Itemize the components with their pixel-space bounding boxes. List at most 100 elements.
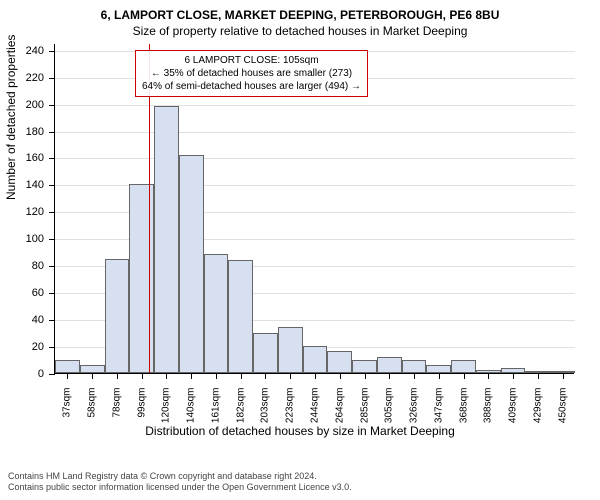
y-tick <box>49 239 55 240</box>
y-axis-label: Number of detached properties <box>4 35 18 200</box>
y-tick <box>49 374 55 375</box>
histogram-bar <box>278 327 303 373</box>
y-tick <box>49 185 55 186</box>
annotation-line: 64% of semi-detached houses are larger (… <box>142 80 361 93</box>
y-tick <box>49 78 55 79</box>
y-tick-label: 180 <box>4 126 44 138</box>
footnote-line: Contains HM Land Registry data © Crown c… <box>8 471 352 483</box>
x-tick <box>315 373 316 379</box>
x-tick-label: 285sqm <box>359 388 370 428</box>
y-tick <box>49 105 55 106</box>
x-tick-label: 347sqm <box>433 388 444 428</box>
x-tick <box>290 373 291 379</box>
footnote: Contains HM Land Registry data © Crown c… <box>8 471 352 494</box>
histogram-bar <box>327 351 352 373</box>
chart-area: 37sqm58sqm78sqm99sqm120sqm140sqm161sqm18… <box>54 44 574 374</box>
x-tick-label: 37sqm <box>62 388 73 428</box>
x-tick <box>166 373 167 379</box>
x-tick <box>439 373 440 379</box>
x-tick-label: 326sqm <box>409 388 420 428</box>
y-tick <box>49 320 55 321</box>
chart-title: 6, LAMPORT CLOSE, MARKET DEEPING, PETERB… <box>0 0 600 22</box>
x-tick <box>265 373 266 379</box>
annotation-line: 6 LAMPORT CLOSE: 105sqm <box>142 54 361 67</box>
x-tick <box>142 373 143 379</box>
x-tick-label: 244sqm <box>310 388 321 428</box>
histogram-bar <box>129 184 154 373</box>
y-tick-label: 60 <box>4 287 44 299</box>
y-tick-label: 20 <box>4 341 44 353</box>
y-tick-label: 0 <box>4 368 44 380</box>
x-tick-label: 368sqm <box>458 388 469 428</box>
x-tick-label: 429sqm <box>532 388 543 428</box>
x-tick <box>191 373 192 379</box>
x-tick <box>92 373 93 379</box>
y-tick-label: 80 <box>4 260 44 272</box>
x-tick <box>117 373 118 379</box>
plot-area: 37sqm58sqm78sqm99sqm120sqm140sqm161sqm18… <box>54 44 574 374</box>
y-tick-label: 40 <box>4 314 44 326</box>
y-tick <box>49 266 55 267</box>
y-tick <box>49 293 55 294</box>
y-tick <box>49 132 55 133</box>
y-tick-label: 200 <box>4 99 44 111</box>
x-tick-label: 450sqm <box>557 388 568 428</box>
x-tick <box>340 373 341 379</box>
x-tick <box>563 373 564 379</box>
x-tick-label: 78sqm <box>111 388 122 428</box>
histogram-bar <box>80 365 105 373</box>
footnote-line: Contains public sector information licen… <box>8 482 352 494</box>
x-axis-label: Distribution of detached houses by size … <box>0 424 600 438</box>
x-tick-label: 388sqm <box>483 388 494 428</box>
x-tick <box>67 373 68 379</box>
x-tick-label: 409sqm <box>508 388 519 428</box>
chart-container: 6, LAMPORT CLOSE, MARKET DEEPING, PETERB… <box>0 0 600 500</box>
y-tick <box>49 158 55 159</box>
gridline <box>55 132 575 133</box>
annotation-box: 6 LAMPORT CLOSE: 105sqm← 35% of detached… <box>135 50 368 97</box>
x-tick-label: 120sqm <box>161 388 172 428</box>
histogram-bar <box>377 357 402 373</box>
gridline <box>55 158 575 159</box>
histogram-bar <box>228 260 253 373</box>
x-tick-label: 161sqm <box>210 388 221 428</box>
histogram-bar <box>179 155 204 373</box>
x-tick <box>216 373 217 379</box>
y-tick-label: 100 <box>4 233 44 245</box>
x-tick-label: 182sqm <box>235 388 246 428</box>
x-tick-label: 305sqm <box>384 388 395 428</box>
y-tick <box>49 212 55 213</box>
x-tick <box>538 373 539 379</box>
y-tick <box>49 51 55 52</box>
histogram-bar <box>451 360 476 373</box>
histogram-bar <box>426 365 451 373</box>
x-tick-label: 99sqm <box>136 388 147 428</box>
y-tick-label: 220 <box>4 72 44 84</box>
chart-subtitle: Size of property relative to detached ho… <box>0 22 600 38</box>
x-tick <box>513 373 514 379</box>
histogram-bar <box>55 360 80 373</box>
y-tick-label: 240 <box>4 45 44 57</box>
x-tick-label: 264sqm <box>334 388 345 428</box>
histogram-bar <box>204 254 229 373</box>
histogram-bar <box>253 333 278 373</box>
x-tick <box>488 373 489 379</box>
x-tick <box>464 373 465 379</box>
y-tick-label: 140 <box>4 179 44 191</box>
x-tick-label: 140sqm <box>186 388 197 428</box>
annotation-line: ← 35% of detached houses are smaller (27… <box>142 67 361 80</box>
histogram-bar <box>154 106 179 373</box>
x-tick <box>365 373 366 379</box>
histogram-bar <box>105 259 130 373</box>
y-tick-label: 160 <box>4 152 44 164</box>
x-tick-label: 223sqm <box>285 388 296 428</box>
y-tick-label: 120 <box>4 206 44 218</box>
histogram-bar <box>402 360 427 373</box>
x-tick-label: 203sqm <box>260 388 271 428</box>
gridline <box>55 105 575 106</box>
x-tick <box>414 373 415 379</box>
histogram-bar <box>352 360 377 373</box>
x-tick-label: 58sqm <box>87 388 98 428</box>
y-tick <box>49 347 55 348</box>
x-tick <box>241 373 242 379</box>
